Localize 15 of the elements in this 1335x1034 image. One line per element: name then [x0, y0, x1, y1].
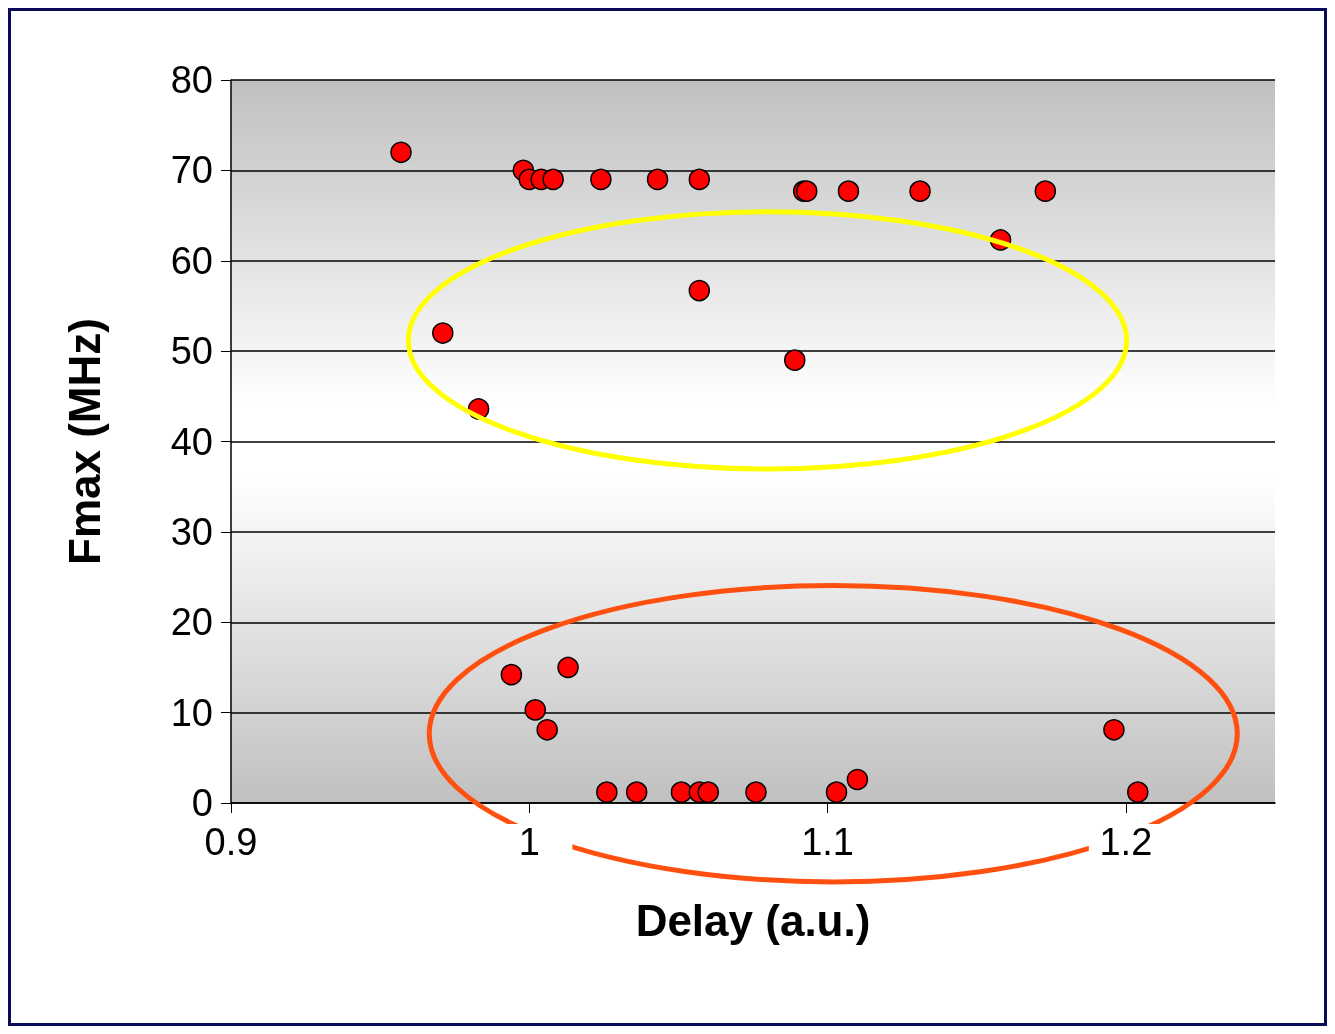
y-tick-label: 60 [170, 239, 213, 282]
y-tick-label: 10 [170, 691, 213, 734]
y-tick-label: 50 [170, 330, 213, 373]
y-tick-label: 20 [170, 601, 213, 644]
y-tick-label: 40 [170, 420, 213, 463]
y-tick-label: 80 [170, 59, 213, 101]
y-axis-title: Fmax (MHz) [59, 318, 109, 565]
x-tick-label: 1.2 [1099, 821, 1153, 863]
y-tick-label: 0 [191, 782, 213, 824]
y-tick-label: 30 [170, 510, 213, 553]
x-tick-label: 1 [518, 821, 540, 863]
x-tick-label: 1.1 [801, 821, 854, 863]
x-tick-label: 0.9 [204, 821, 258, 863]
x-axis-title: Delay (a.u.) [635, 895, 871, 945]
y-tick-label: 70 [170, 149, 213, 192]
